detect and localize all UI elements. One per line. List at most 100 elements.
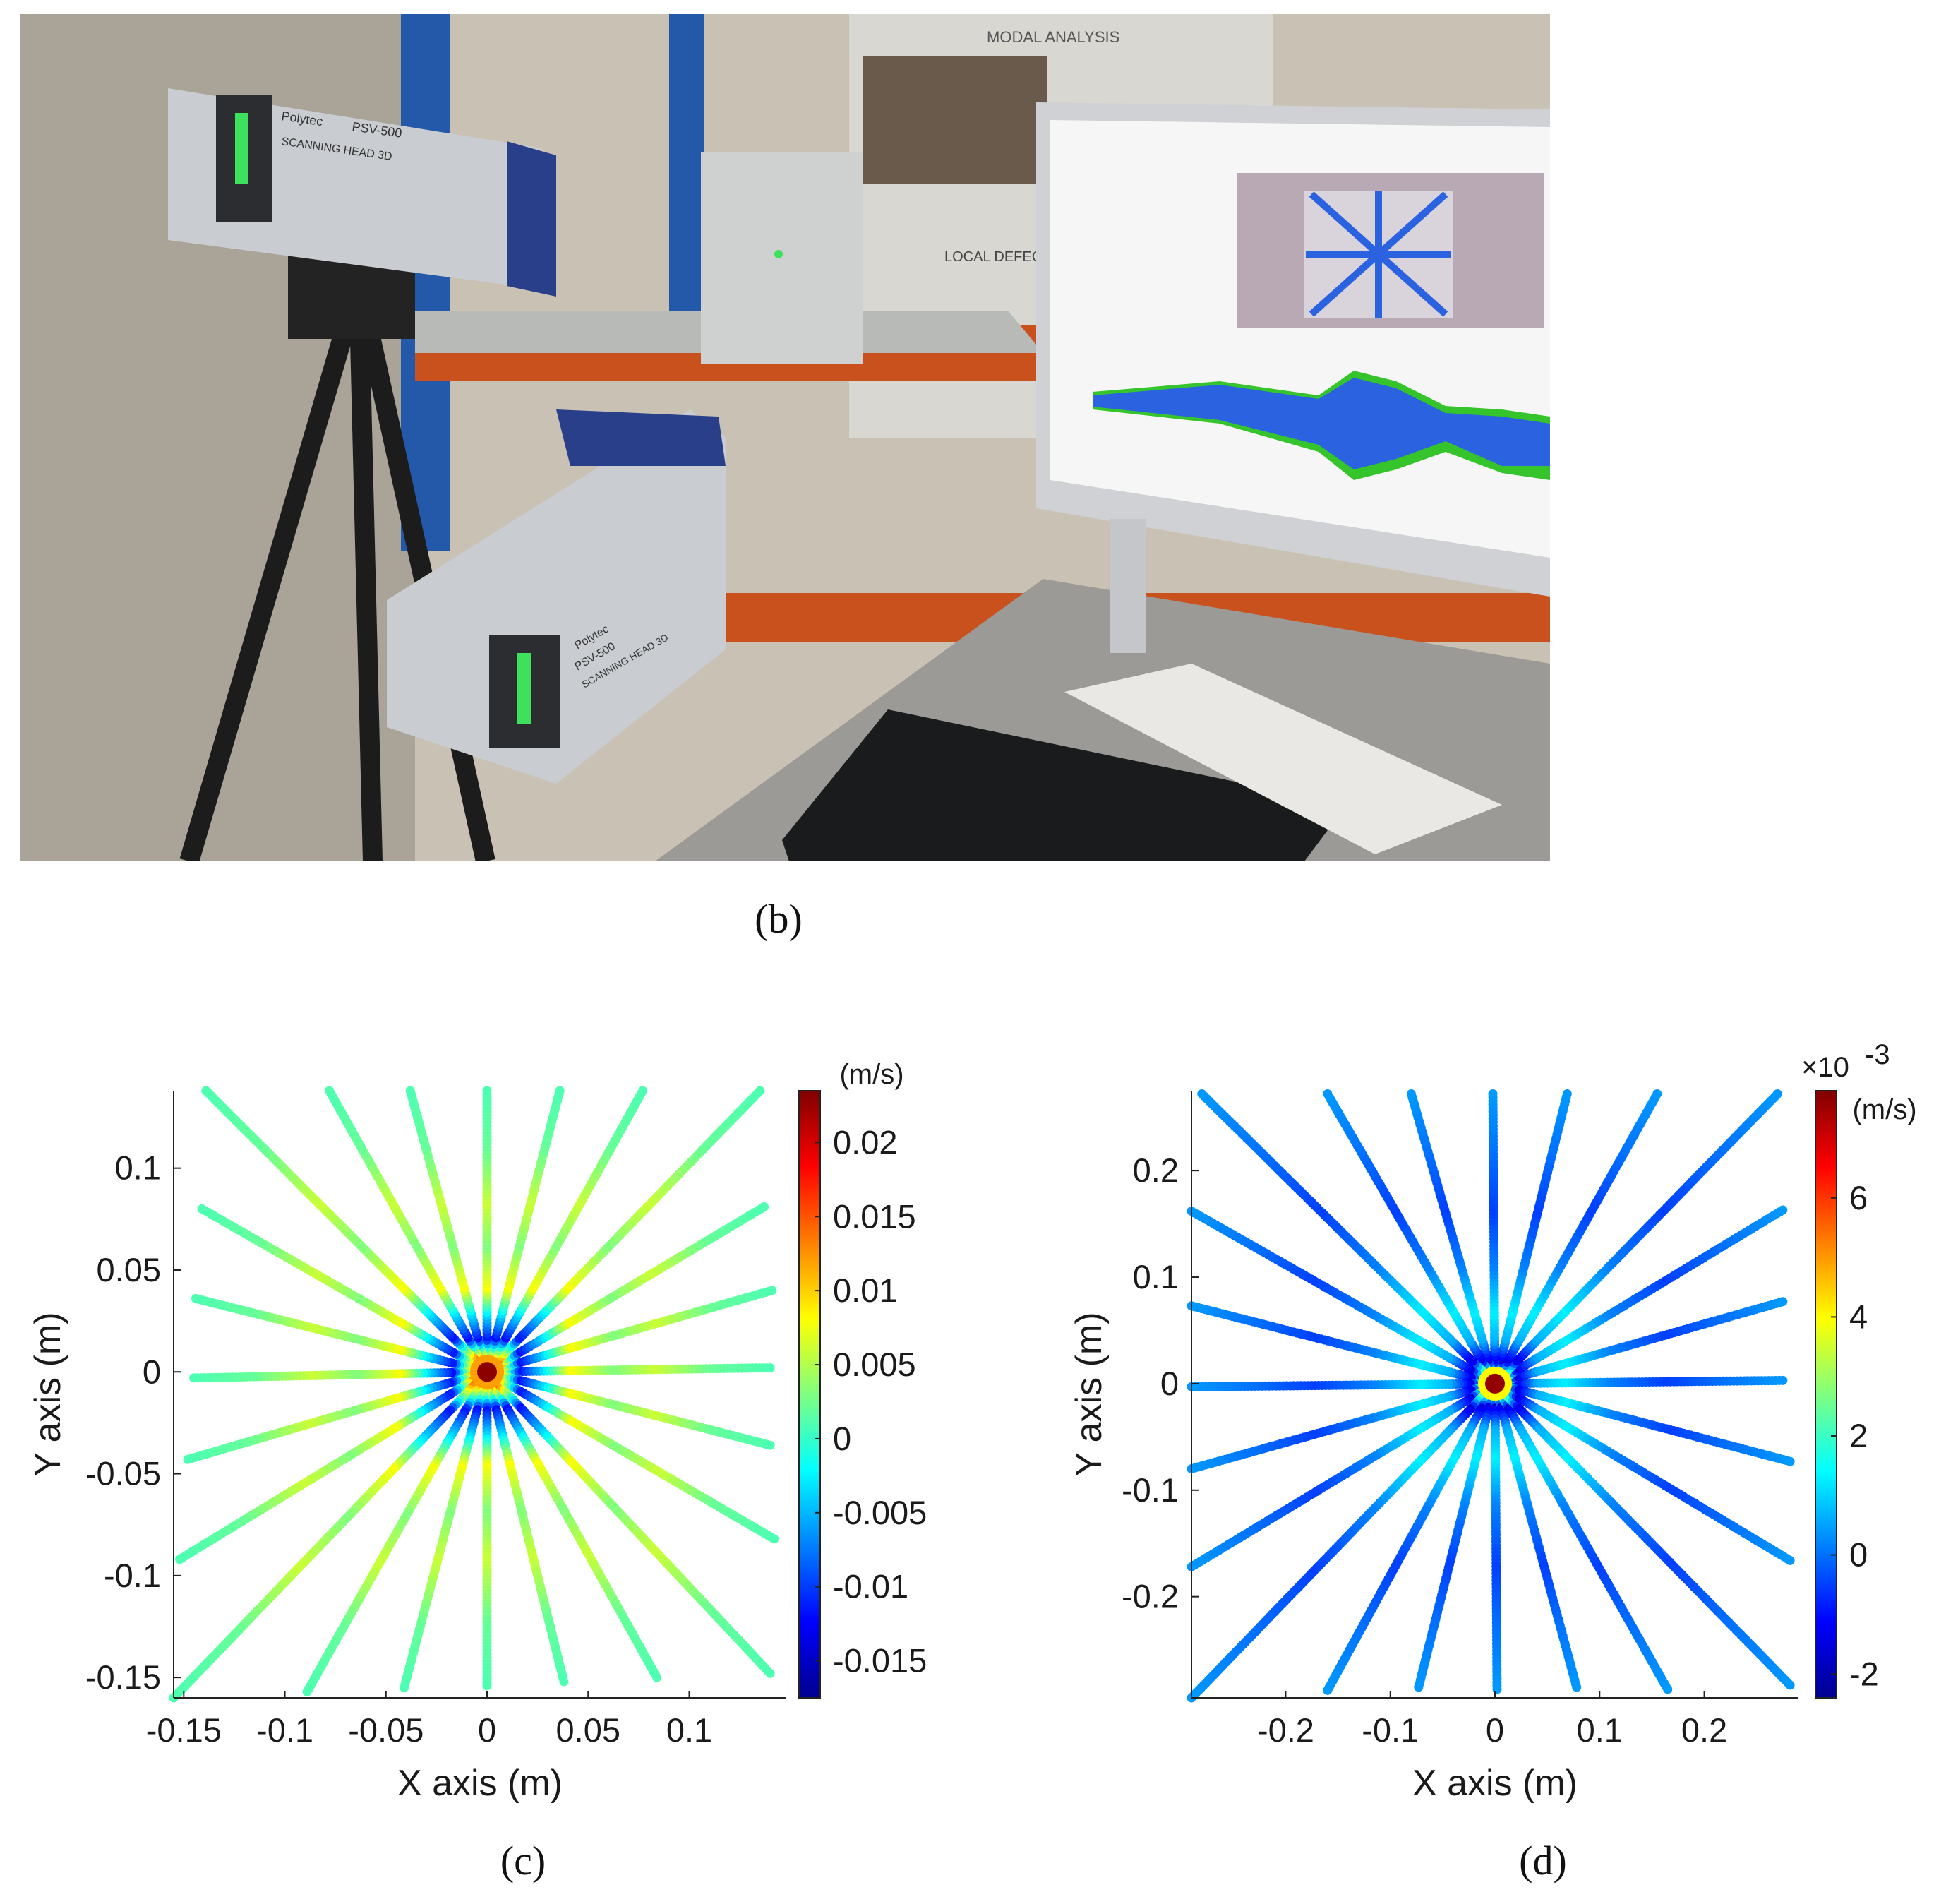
spoke-14: [175, 1367, 492, 1564]
caption-d: (d): [1519, 1838, 1567, 1884]
spoke-point: [189, 1373, 199, 1383]
spoke-point: [197, 1204, 207, 1214]
scanner-head-top: Polytec PSV-500 SCANNING HEAD 3D: [168, 88, 556, 297]
y-tick-label: 0.1: [115, 1149, 161, 1187]
scanner-bottom-laser-indicator: [517, 653, 531, 724]
colorbar-tick-label: -0.005: [833, 1494, 927, 1531]
spoke-point: [755, 1086, 765, 1096]
paper-document: [1064, 664, 1502, 854]
spoke-point: [400, 1683, 409, 1693]
y-tick-label: -0.1: [104, 1557, 161, 1594]
y-tick-label: -0.15: [85, 1658, 161, 1696]
colorbar-tick-label: 0: [833, 1420, 851, 1457]
spoke-point: [559, 1677, 569, 1687]
laser-dot: [774, 250, 783, 258]
colorbar-tick-label: 2: [1849, 1417, 1868, 1454]
caption-b: (b): [755, 896, 803, 942]
spoke-point: [1197, 1089, 1207, 1098]
spoke-18: [1490, 1379, 1502, 1694]
spokes: [169, 1086, 779, 1703]
spoke-point: [1488, 1089, 1498, 1098]
spoke-point: [1414, 1682, 1424, 1692]
spoke-point: [652, 1672, 662, 1682]
spoke-0: [1490, 1375, 1788, 1389]
spoke-point: [759, 1202, 769, 1211]
colorbar-tick-label: 0.005: [833, 1346, 916, 1383]
spoke-point: [183, 1454, 193, 1464]
spoke-point: [1778, 1297, 1788, 1307]
spoke-point: [769, 1534, 779, 1544]
keyboard: [782, 709, 1347, 861]
scanner-top-laser-indicator: [235, 113, 248, 184]
x-tick-label: 0.1: [666, 1711, 712, 1749]
spoke-point: [1406, 1089, 1416, 1098]
target-plate: [701, 152, 863, 364]
poster-violins-image: [863, 56, 1047, 184]
spoke-point: [1323, 1089, 1333, 1098]
colorbar: [1815, 1090, 1837, 1699]
spoke-18: [482, 1367, 492, 1691]
spoke-point: [767, 1286, 777, 1295]
rack-upright-mid: [669, 14, 704, 367]
spoke-point: [1785, 1555, 1795, 1565]
spoke-point: [765, 1363, 775, 1372]
y-tick-label: -0.2: [1122, 1578, 1179, 1615]
spoke-point: [405, 1086, 415, 1096]
spoke-15: [1187, 1379, 1500, 1703]
spoke-point: [765, 1440, 775, 1450]
monitor: [1036, 102, 1550, 653]
colorbar-unit-label: (m/s): [839, 1059, 903, 1090]
spoke-11: [1187, 1301, 1500, 1389]
spoke-11: [191, 1293, 492, 1377]
poster-header-text: MODAL ANALYSIS: [987, 28, 1119, 46]
colorbar-tick-label: -2: [1849, 1655, 1879, 1692]
chart-d-velocity-map: -0.2 -0.1 0 0.1 0.2-0.2-0.100.10.2X axis (m)…: [1069, 1039, 1917, 1804]
spoke-point: [1652, 1089, 1662, 1098]
spoke-point: [325, 1086, 335, 1096]
colorbar-tick-label: 0.01: [833, 1271, 897, 1309]
spoke-23: [1490, 1379, 1795, 1466]
x-tick-label: 0.05: [556, 1711, 620, 1749]
y-axis-label: Y axis (m): [28, 1312, 68, 1476]
spoke-point: [1492, 1684, 1502, 1694]
x-tick-label: 0.2: [1681, 1711, 1727, 1749]
spoke-17: [1414, 1379, 1500, 1692]
center-hotspot: [477, 1362, 498, 1382]
x-tick-label: -0.2: [1257, 1711, 1314, 1749]
spoke-point: [1663, 1684, 1673, 1694]
center-hotspot: [1485, 1373, 1505, 1394]
spoke-point: [191, 1293, 200, 1303]
colorbar-multiplier-exponent: -3: [1865, 1039, 1890, 1070]
spoke-15: [169, 1367, 492, 1703]
spoke-point: [1562, 1089, 1572, 1098]
x-tick-label: 0: [478, 1711, 496, 1749]
spoke-19: [1490, 1379, 1582, 1692]
spoke-point: [765, 1668, 775, 1678]
spokes: [1187, 1089, 1795, 1703]
x-tick-label: -0.1: [1362, 1711, 1419, 1749]
spoke-13: [183, 1367, 492, 1464]
x-axis-label: X axis (m): [397, 1763, 563, 1804]
monitor-signal-blue: [1093, 378, 1550, 469]
y-tick-label: -0.05: [85, 1455, 161, 1492]
colorbar-tick-label: -0.015: [833, 1642, 927, 1680]
spoke-point: [302, 1687, 312, 1696]
spoke-6: [1488, 1089, 1500, 1389]
x-axis-label: X axis (m): [1412, 1763, 1578, 1804]
spoke-point: [1785, 1456, 1795, 1466]
spoke-point: [555, 1086, 565, 1096]
spoke-point: [1778, 1375, 1788, 1385]
colorbar-tick-label: 6: [1849, 1179, 1868, 1216]
spoke-6: [482, 1086, 492, 1377]
x-tick-label: -0.1: [256, 1711, 313, 1749]
spoke-point: [638, 1086, 648, 1096]
tripod: [179, 280, 495, 861]
colorbar-tick-label: 0: [1849, 1536, 1868, 1574]
colorbar-tick-label: -0.01: [833, 1568, 908, 1605]
y-tick-label: 0.2: [1133, 1151, 1179, 1189]
y-tick-label: 0: [143, 1353, 161, 1390]
spoke-point: [1778, 1205, 1788, 1215]
monitor-stand: [1110, 519, 1146, 653]
chart-c-velocity-map: -0.15 -0.1 -0.05 0 0.05 0.1-0.15-0.1-0.0500.0…: [28, 1059, 927, 1804]
